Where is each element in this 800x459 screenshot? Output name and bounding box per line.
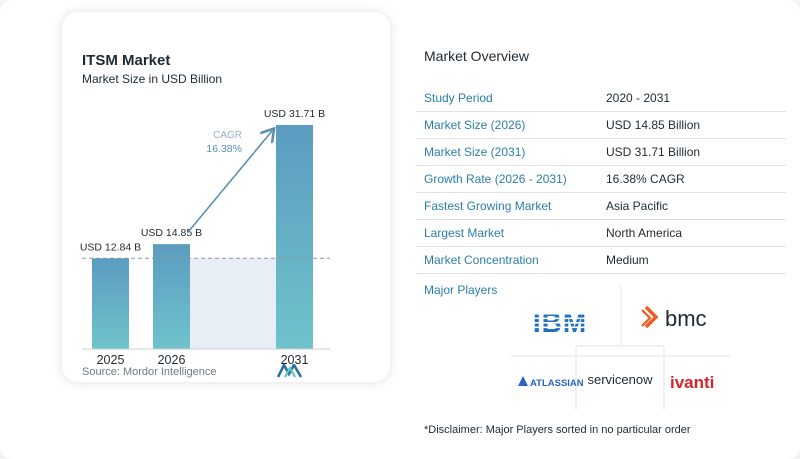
cagr-label: CAGR (213, 130, 242, 141)
overview-value: Asia Pacific (598, 192, 786, 220)
ivanti-logo: ivanti (670, 373, 714, 392)
servicenow-logo: servicenow (587, 372, 653, 387)
bmc-chevron-icon (641, 305, 659, 329)
atlassian-logo: ATLASSIAN (530, 378, 584, 389)
bar-chart: USD 12.84 B 2025 USD 14.85 B 2026 USD 31.71 … (80, 108, 330, 367)
x-tick-label: 2026 (158, 353, 186, 367)
overview-key: Market Size (2026) (416, 111, 598, 139)
overview-value: Medium (598, 246, 786, 274)
bar-value-label: USD 31.71 B (264, 108, 325, 120)
overview-value: USD 14.85 Billion (598, 111, 786, 139)
x-tick-label: 2025 (97, 353, 125, 367)
overview-value: 2020 - 2031 (598, 85, 786, 112)
chart-subtitle: Market Size in USD Billion (82, 72, 223, 86)
bar-2026 (153, 244, 190, 349)
bar-value-label: USD 14.85 B (141, 227, 202, 239)
overview-row: Market Size (2026) USD 14.85 Billion (416, 111, 786, 139)
bar-2031 (276, 125, 313, 349)
disclaimer: *Disclaimer: Major Players sorted in no … (424, 424, 691, 436)
atlassian-icon (518, 376, 528, 386)
overview-row: Growth Rate (2026 - 2031) 16.38% CAGR (416, 165, 786, 193)
overview-key: Fastest Growing Market (416, 192, 598, 220)
overview-value: North America (598, 219, 786, 247)
mordor-logo-icon (277, 364, 303, 378)
overview-key: Market Size (2031) (416, 138, 598, 166)
overview-key: Study Period (416, 85, 598, 112)
ibm-stripes (525, 313, 595, 329)
overview-key: Largest Market (416, 219, 598, 247)
overview-row: Market Concentration Medium (416, 246, 786, 274)
overview-key: Growth Rate (2026 - 2031) (416, 165, 598, 193)
overview-row: Study Period 2020 - 2031 (416, 85, 786, 112)
comparison-area (190, 258, 276, 349)
overview-row: Fastest Growing Market Asia Pacific (416, 192, 786, 220)
overview-table: Study Period 2020 - 2031 Market Size (2026… (416, 85, 786, 274)
cagr-value: 16.38% (206, 143, 242, 155)
x-tick-label: 2031 (281, 353, 309, 367)
overview-value: 16.38% CAGR (598, 165, 786, 193)
bmc-logo: bmc (665, 306, 707, 331)
ibm-logo: IBM (533, 307, 587, 338)
overview-key: Market Concentration (416, 246, 598, 274)
bar-2025 (92, 258, 129, 349)
bar-value-label: USD 12.84 B (80, 241, 141, 253)
overview-row: Market Size (2031) USD 31.71 Billion (416, 138, 786, 166)
cagr-arrow (187, 131, 272, 233)
overview-title: Market Overview (424, 48, 530, 64)
overview-value: USD 31.71 Billion (598, 138, 786, 166)
chart-title: ITSM Market (82, 52, 171, 69)
major-players-title: Major Players (424, 283, 498, 297)
source-note: Source: Mordor Intelligence (82, 366, 217, 378)
overview-row: Largest Market North America (416, 219, 786, 247)
chart-card: ITSM Market Market Size in USD Billion U… (62, 12, 390, 382)
